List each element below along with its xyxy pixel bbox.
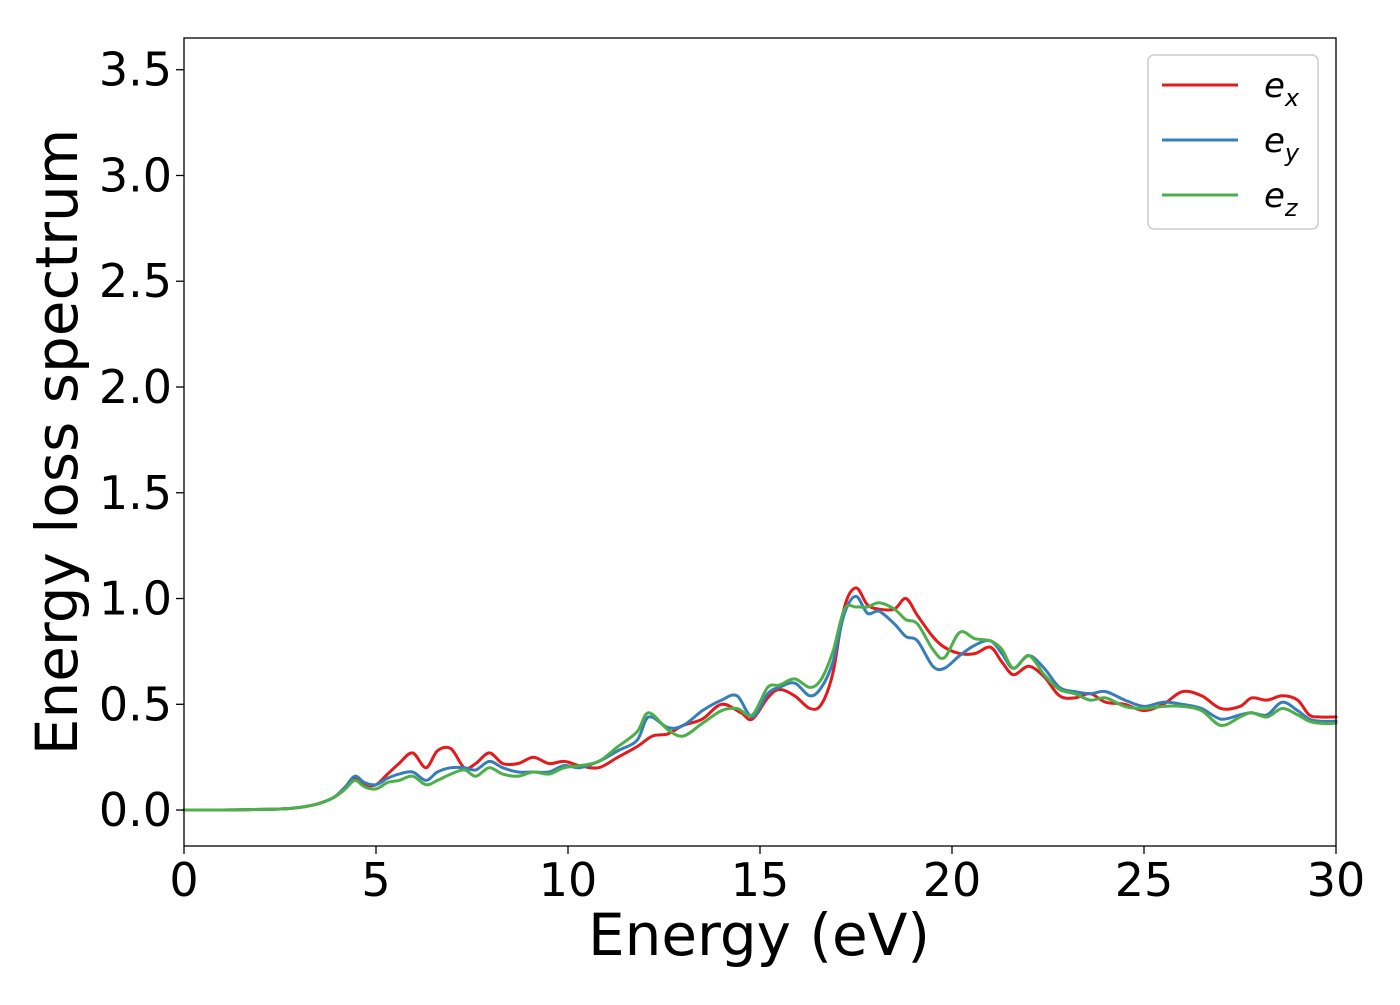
y-tick-label: 2.5: [99, 254, 172, 308]
y-tick-label: 0.0: [99, 783, 172, 837]
y-tick-label: 1.0: [99, 572, 172, 626]
y-tick-label: 2.0: [99, 360, 172, 414]
x-tick-label: 30: [1307, 853, 1366, 907]
x-tick-label: 15: [731, 853, 790, 907]
legend-label-x: ex: [1264, 66, 1300, 112]
legend-box: [1147, 54, 1319, 230]
series-line-z: [182, 601, 1338, 812]
axes-group: 0 5 10 15 20 25 30 0.0 0.5 1.0 1.5 2.0 2.5 3.0 3.5: [99, 37, 1366, 907]
x-tick-label: 0: [169, 853, 198, 907]
x-tick-label: 10: [539, 853, 598, 907]
x-tick-label: 20: [923, 853, 982, 907]
legend-label-z: ez: [1264, 176, 1299, 222]
y-tick-label: 3.5: [99, 43, 172, 97]
series-group: [182, 586, 1338, 812]
x-tick-label: 25: [1115, 853, 1174, 907]
x-axis-title: Energy (eV): [588, 901, 930, 969]
y-axis-title: Energy loss spectrum: [23, 129, 91, 755]
x-tick-label: 5: [361, 853, 390, 907]
y-tick-label: 3.0: [99, 148, 172, 202]
legend: ex ey ez: [1147, 54, 1319, 230]
legend-label-y: ey: [1264, 121, 1300, 167]
y-tick-label: 1.5: [99, 466, 172, 520]
y-tick-label: 0.5: [99, 677, 172, 731]
series-line-y: [182, 594, 1338, 812]
